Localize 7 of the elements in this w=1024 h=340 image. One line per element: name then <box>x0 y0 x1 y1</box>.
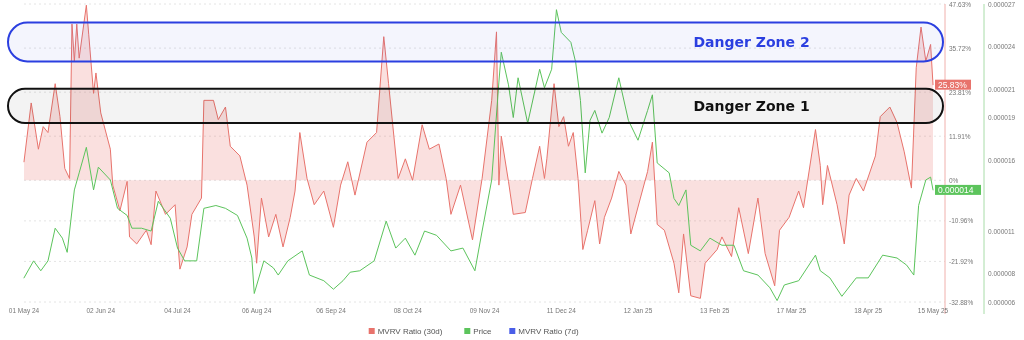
data-label: 0.000014 <box>938 184 974 195</box>
legend-label: Price <box>473 327 493 336</box>
legend-label: MVRV Ratio (30d) <box>377 327 443 336</box>
band-label: Danger Zone 1 <box>693 97 810 114</box>
data-label: 25.83% <box>938 79 968 90</box>
legend-label: MVRV Ratio (7d) <box>518 327 579 336</box>
band-label: Danger Zone 2 <box>693 34 810 51</box>
